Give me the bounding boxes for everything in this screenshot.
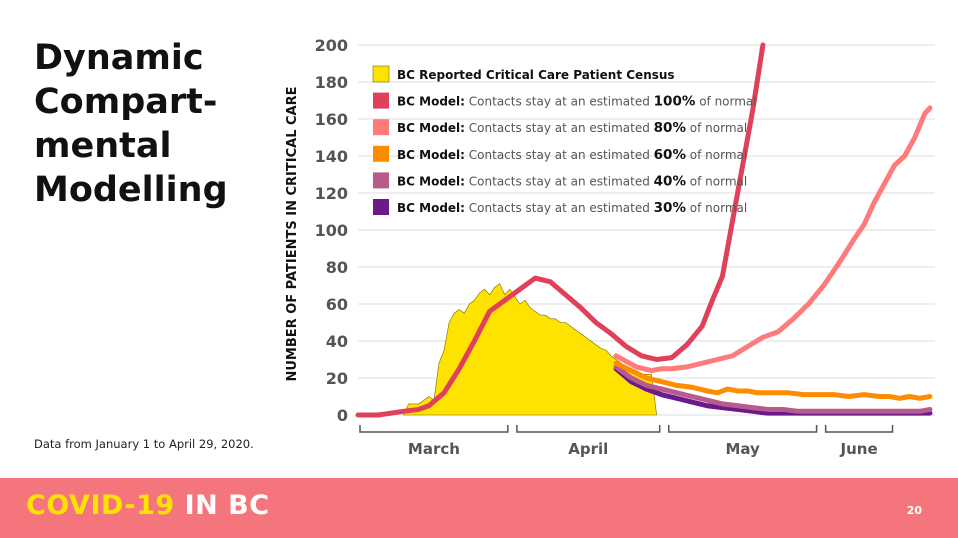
legend-swatch bbox=[373, 199, 389, 215]
month-bracket: May bbox=[667, 425, 818, 458]
legend-item: BC Model: Contacts stay at an estimated … bbox=[373, 199, 747, 216]
series-line bbox=[613, 364, 933, 414]
y-axis-label: NUMBER OF PATIENTS IN CRITICAL CARE bbox=[285, 86, 300, 381]
y-tick-label: 80 bbox=[326, 258, 348, 277]
legend-label: BC Reported Critical Care Patient Census bbox=[397, 68, 675, 82]
x-axis: March April May June bbox=[359, 425, 894, 458]
y-tick-label: 200 bbox=[315, 36, 348, 55]
series-line bbox=[355, 42, 766, 418]
series-line bbox=[613, 105, 933, 374]
series-area-census bbox=[403, 283, 657, 416]
y-tick-label: 100 bbox=[315, 221, 348, 240]
legend-swatch bbox=[373, 172, 389, 189]
month-label: March bbox=[408, 440, 460, 458]
slide-title: Dynamic Compart- mental Modelling bbox=[34, 36, 264, 212]
y-tick-label: 180 bbox=[315, 73, 348, 92]
series-layer bbox=[355, 42, 933, 418]
title-line-1: Dynamic bbox=[34, 38, 204, 78]
footer-brand: COVID-19 IN BC bbox=[26, 490, 270, 521]
legend-item: BC Reported Critical Care Patient Census bbox=[372, 65, 675, 83]
legend-swatch bbox=[373, 145, 389, 162]
legend-label: BC Model: Contacts stay at an estimated … bbox=[397, 94, 757, 110]
legend: BC Reported Critical Care Patient Census… bbox=[372, 65, 757, 216]
month-bracket: April bbox=[516, 425, 661, 458]
title-line-3: mental bbox=[34, 126, 172, 166]
y-tick-label: 0 bbox=[337, 406, 348, 425]
month-label: April bbox=[568, 440, 608, 458]
month-label: May bbox=[725, 440, 760, 458]
legend-swatch bbox=[373, 92, 389, 109]
y-tick-label: 140 bbox=[315, 147, 348, 166]
legend-item: BC Model: Contacts stay at an estimated … bbox=[373, 92, 757, 110]
page-number: 20 bbox=[906, 504, 922, 517]
legend-swatch bbox=[372, 65, 390, 83]
y-tick-label: 60 bbox=[326, 295, 348, 314]
critical-care-chart: 0 20 40 60 80 100 120 140 160 180 200 NUMBER OF PA… bbox=[285, 36, 935, 458]
y-tick-label: 20 bbox=[326, 369, 348, 388]
footer-brand-bc: IN BC bbox=[184, 490, 270, 521]
legend-label: BC Model: Contacts stay at an estimated … bbox=[397, 200, 747, 216]
legend-item: BC Model: Contacts stay at an estimated … bbox=[373, 145, 747, 163]
series-line bbox=[613, 360, 933, 401]
footer-bar: COVID-19 IN BC 20 bbox=[0, 478, 958, 538]
legend-label: BC Model: Contacts stay at an estimated … bbox=[397, 120, 747, 136]
month-bracket: March bbox=[359, 425, 509, 458]
legend-item: BC Model: Contacts stay at an estimated … bbox=[373, 119, 747, 136]
footer-brand-covid: COVID-19 bbox=[26, 490, 175, 521]
legend-label: BC Model: Contacts stay at an estimated … bbox=[397, 147, 747, 163]
data-range-note: Data from January 1 to April 29, 2020. bbox=[34, 437, 254, 451]
month-label: June bbox=[840, 440, 878, 458]
title-line-2: Compart- bbox=[34, 82, 218, 122]
y-tick-label: 120 bbox=[315, 184, 348, 203]
month-bracket: June bbox=[824, 425, 894, 458]
legend-item: BC Model: Contacts stay at an estimated … bbox=[373, 172, 747, 189]
legend-swatch bbox=[373, 119, 389, 136]
y-tick-label: 40 bbox=[326, 332, 348, 351]
title-line-4: Modelling bbox=[34, 170, 228, 210]
legend-label: BC Model: Contacts stay at an estimated … bbox=[397, 173, 747, 189]
y-tick-labels: 0 20 40 60 80 100 120 140 160 180 200 bbox=[315, 36, 348, 425]
y-tick-label: 160 bbox=[315, 110, 348, 129]
